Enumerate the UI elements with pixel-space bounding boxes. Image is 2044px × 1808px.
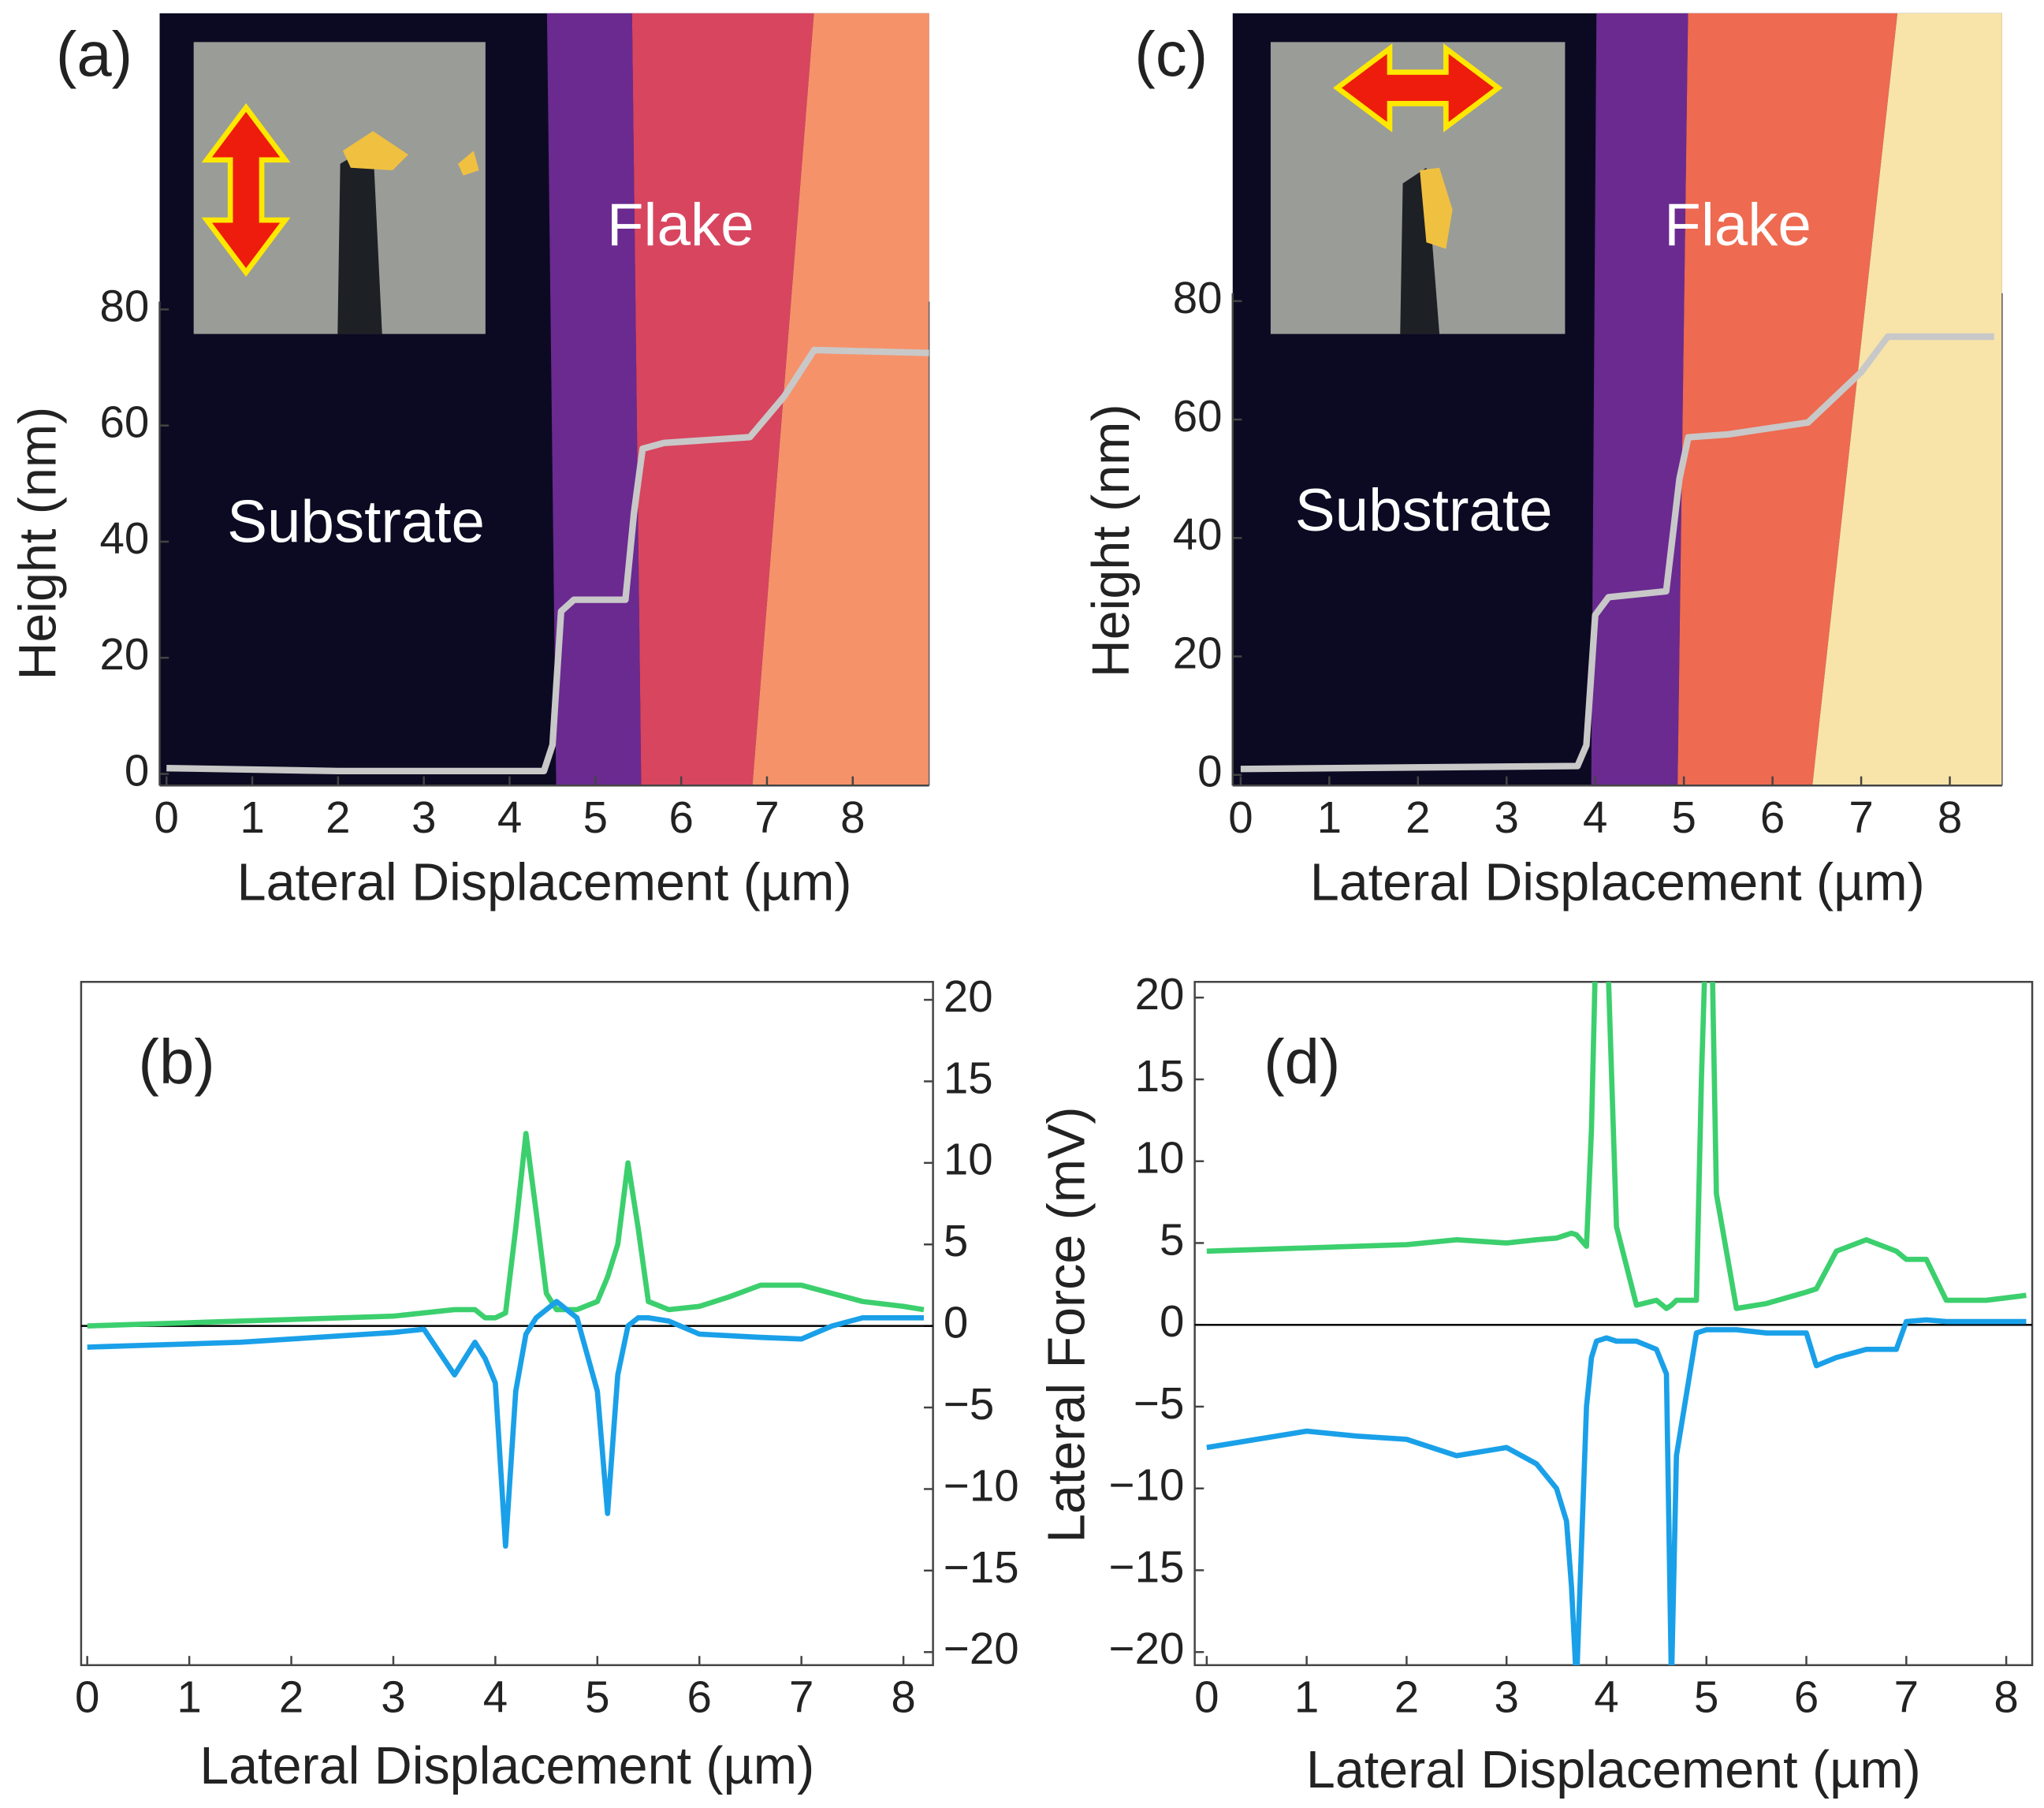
x-tick-label: 7 xyxy=(1894,1672,1919,1722)
x-tick-label: 4 xyxy=(497,792,522,842)
inset-c xyxy=(1270,42,1566,334)
x-tick-label: 0 xyxy=(1228,792,1253,842)
y-tick-label: −15 xyxy=(1109,1541,1185,1591)
x-tick-label: 6 xyxy=(687,1672,712,1722)
panel-label: (b) xyxy=(138,1027,214,1097)
data-line xyxy=(87,1299,924,1549)
data-line xyxy=(166,346,929,775)
data-line xyxy=(1240,333,1994,773)
y-axis-label: Lateral Force (mV) xyxy=(1037,1107,1096,1543)
inset-a xyxy=(193,42,486,334)
y-tick-label: 60 xyxy=(99,397,149,447)
x-tick-label: 0 xyxy=(155,792,179,842)
annotation: Substrate xyxy=(1295,477,1553,544)
y-tick-label: 20 xyxy=(1173,628,1223,677)
x-tick-label: 2 xyxy=(1394,1672,1419,1722)
x-tick-label: 1 xyxy=(1317,792,1342,842)
y-tick-label: 20 xyxy=(99,629,149,679)
x-tick-label: 3 xyxy=(1495,792,1519,842)
x-tick-label: 3 xyxy=(1494,1672,1518,1722)
y-tick-label: −20 xyxy=(1109,1623,1185,1673)
x-axis-label: Lateral Displacement (µm) xyxy=(199,1737,814,1795)
y-tick-label: −20 xyxy=(944,1623,1019,1673)
x-tick-label: 8 xyxy=(840,792,865,842)
y-tick-label: 80 xyxy=(1173,273,1223,322)
x-tick-label: 8 xyxy=(1938,792,1962,842)
panel-label: (a) xyxy=(56,19,132,89)
y-tick-label: 40 xyxy=(99,513,149,563)
x-tick-label: 7 xyxy=(1849,792,1873,842)
y-tick-label: 15 xyxy=(1135,1051,1185,1101)
y-tick-label: 0 xyxy=(1197,747,1222,796)
y-tick-label: 20 xyxy=(1135,969,1185,1019)
y-tick-label: 20 xyxy=(944,971,993,1021)
x-tick-label: 2 xyxy=(279,1672,303,1722)
x-tick-label: 1 xyxy=(177,1672,201,1722)
y-tick-label: 0 xyxy=(944,1298,968,1348)
x-tick-label: 1 xyxy=(1294,1672,1319,1722)
y-tick-label: 5 xyxy=(944,1216,968,1266)
panel-label: (d) xyxy=(1264,1027,1340,1097)
y-axis-label: Height (nm) xyxy=(9,407,68,680)
x-tick-label: 4 xyxy=(483,1672,508,1722)
x-tick-label: 0 xyxy=(75,1672,99,1722)
x-tick-label: 2 xyxy=(1405,792,1430,842)
x-tick-label: 3 xyxy=(381,1672,405,1722)
y-axis-label: Height (nm) xyxy=(1082,404,1141,677)
x-tick-label: 1 xyxy=(240,792,264,842)
x-axis-label: Lateral Displacement (µm) xyxy=(1306,1741,1921,1799)
x-tick-label: 8 xyxy=(1994,1672,2018,1722)
annotation: Substrate xyxy=(227,489,485,556)
data-line xyxy=(87,1131,925,1329)
y-tick-label: 40 xyxy=(1173,509,1223,559)
x-axis-label: Lateral Displacement (µm) xyxy=(1310,854,1925,912)
x-tick-label: 5 xyxy=(1671,792,1696,842)
y-tick-label: −5 xyxy=(1134,1378,1184,1428)
x-tick-label: 5 xyxy=(585,1672,609,1722)
y-tick-label: 10 xyxy=(1135,1133,1185,1183)
x-tick-label: 8 xyxy=(891,1672,915,1722)
annotation: Flake xyxy=(607,192,754,259)
y-tick-label: −10 xyxy=(1109,1460,1185,1510)
x-axis-label: Lateral Displacement (µm) xyxy=(237,854,852,912)
x-tick-label: 6 xyxy=(668,792,693,842)
x-tick-label: 5 xyxy=(583,792,608,842)
y-tick-label: 0 xyxy=(1160,1296,1184,1346)
x-tick-label: 4 xyxy=(1583,792,1607,842)
plot-frame xyxy=(80,981,934,1667)
y-tick-label: 15 xyxy=(944,1053,993,1102)
x-tick-label: 3 xyxy=(411,792,436,842)
x-tick-label: 6 xyxy=(1760,792,1785,842)
x-tick-label: 5 xyxy=(1694,1672,1718,1722)
y-tick-label: −10 xyxy=(944,1460,1019,1510)
x-tick-label: 7 xyxy=(754,792,779,842)
y-tick-label: 0 xyxy=(125,745,149,795)
data-line xyxy=(1206,982,2027,1311)
afm-image-a xyxy=(159,13,929,786)
x-tick-label: 0 xyxy=(1194,1672,1219,1722)
panel-3: 0 1 2 3 4 5 6 7 8 −20 −15 −10 −5 0 5 10 15 20 (d) Lateral D… xyxy=(1037,969,2034,1799)
panel-1: 0 1 2 3 4 5 6 7 8 −20 −15 −10 −5 0 5 10 15 20 (b) Lateral D… xyxy=(75,971,1019,1795)
y-tick-label: −5 xyxy=(944,1379,994,1429)
y-tick-label: 10 xyxy=(944,1135,993,1184)
annotation: Flake xyxy=(1664,192,1811,259)
panel-label: (c) xyxy=(1134,19,1208,89)
x-tick-label: 7 xyxy=(789,1672,814,1722)
x-tick-label: 4 xyxy=(1594,1672,1618,1722)
y-tick-label: 80 xyxy=(99,281,149,330)
x-tick-label: 2 xyxy=(326,792,350,842)
plot-frame xyxy=(1193,981,2034,1667)
y-tick-label: 60 xyxy=(1173,391,1223,441)
y-tick-label: −15 xyxy=(944,1542,1019,1592)
data-line xyxy=(1206,1317,2027,1665)
y-tick-label: 5 xyxy=(1160,1214,1184,1264)
x-tick-label: 6 xyxy=(1794,1672,1819,1722)
